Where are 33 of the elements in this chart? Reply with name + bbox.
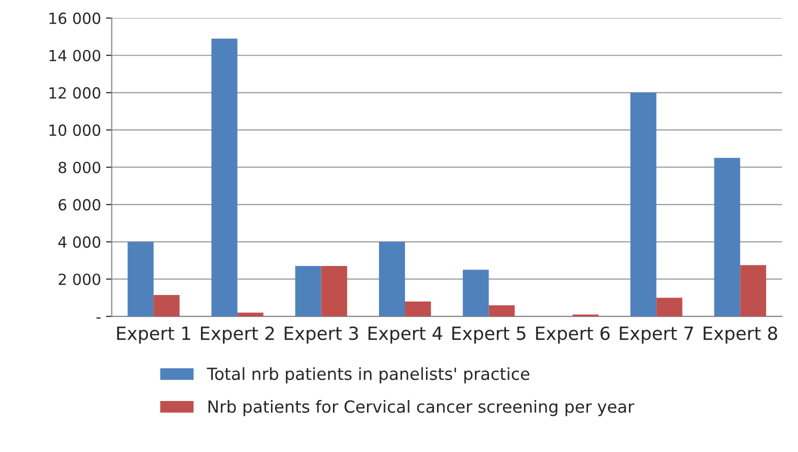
bar — [630, 92, 656, 316]
y-tick-label: 8 000 — [58, 162, 100, 174]
bar — [740, 265, 766, 316]
bar — [321, 266, 348, 316]
y-tick-label: 12 000 — [50, 87, 100, 99]
bar — [656, 298, 682, 316]
bar — [462, 270, 489, 316]
x-tick-label: Expert 6 — [536, 326, 610, 344]
x-tick-label: Expert 5 — [452, 326, 526, 344]
bar — [154, 294, 180, 316]
bar — [404, 301, 431, 316]
legend-label: Total nrb patients in panelists' practice — [206, 367, 530, 384]
bar — [237, 312, 264, 316]
bar — [714, 158, 740, 316]
x-tick-label: Expert 4 — [368, 326, 442, 344]
y-tick-label: 6 000 — [58, 198, 100, 211]
y-tick-label: 16 000 — [50, 12, 100, 24]
x-tick-label: Expert 2 — [200, 326, 274, 344]
y-tick-label: 4 000 — [58, 236, 100, 248]
x-tick-label: Expert 8 — [704, 326, 778, 344]
y-tick-label: 2 000 — [58, 274, 100, 286]
x-tick-label: Expert 3 — [284, 326, 358, 344]
bar — [379, 242, 405, 316]
y-tick-label: 10 000 — [50, 124, 100, 136]
bar — [488, 305, 515, 316]
x-tick-label: Expert 7 — [620, 326, 694, 344]
bar — [128, 242, 154, 316]
bar — [295, 266, 322, 316]
legend-label: Nrb patients for Cervical cancer screening per year — [208, 400, 634, 416]
y-tick-label: - — [96, 317, 101, 319]
bar — [211, 38, 238, 316]
x-tick-label: Expert 1 — [117, 326, 190, 344]
y-tick-label: 14 000 — [50, 50, 100, 62]
